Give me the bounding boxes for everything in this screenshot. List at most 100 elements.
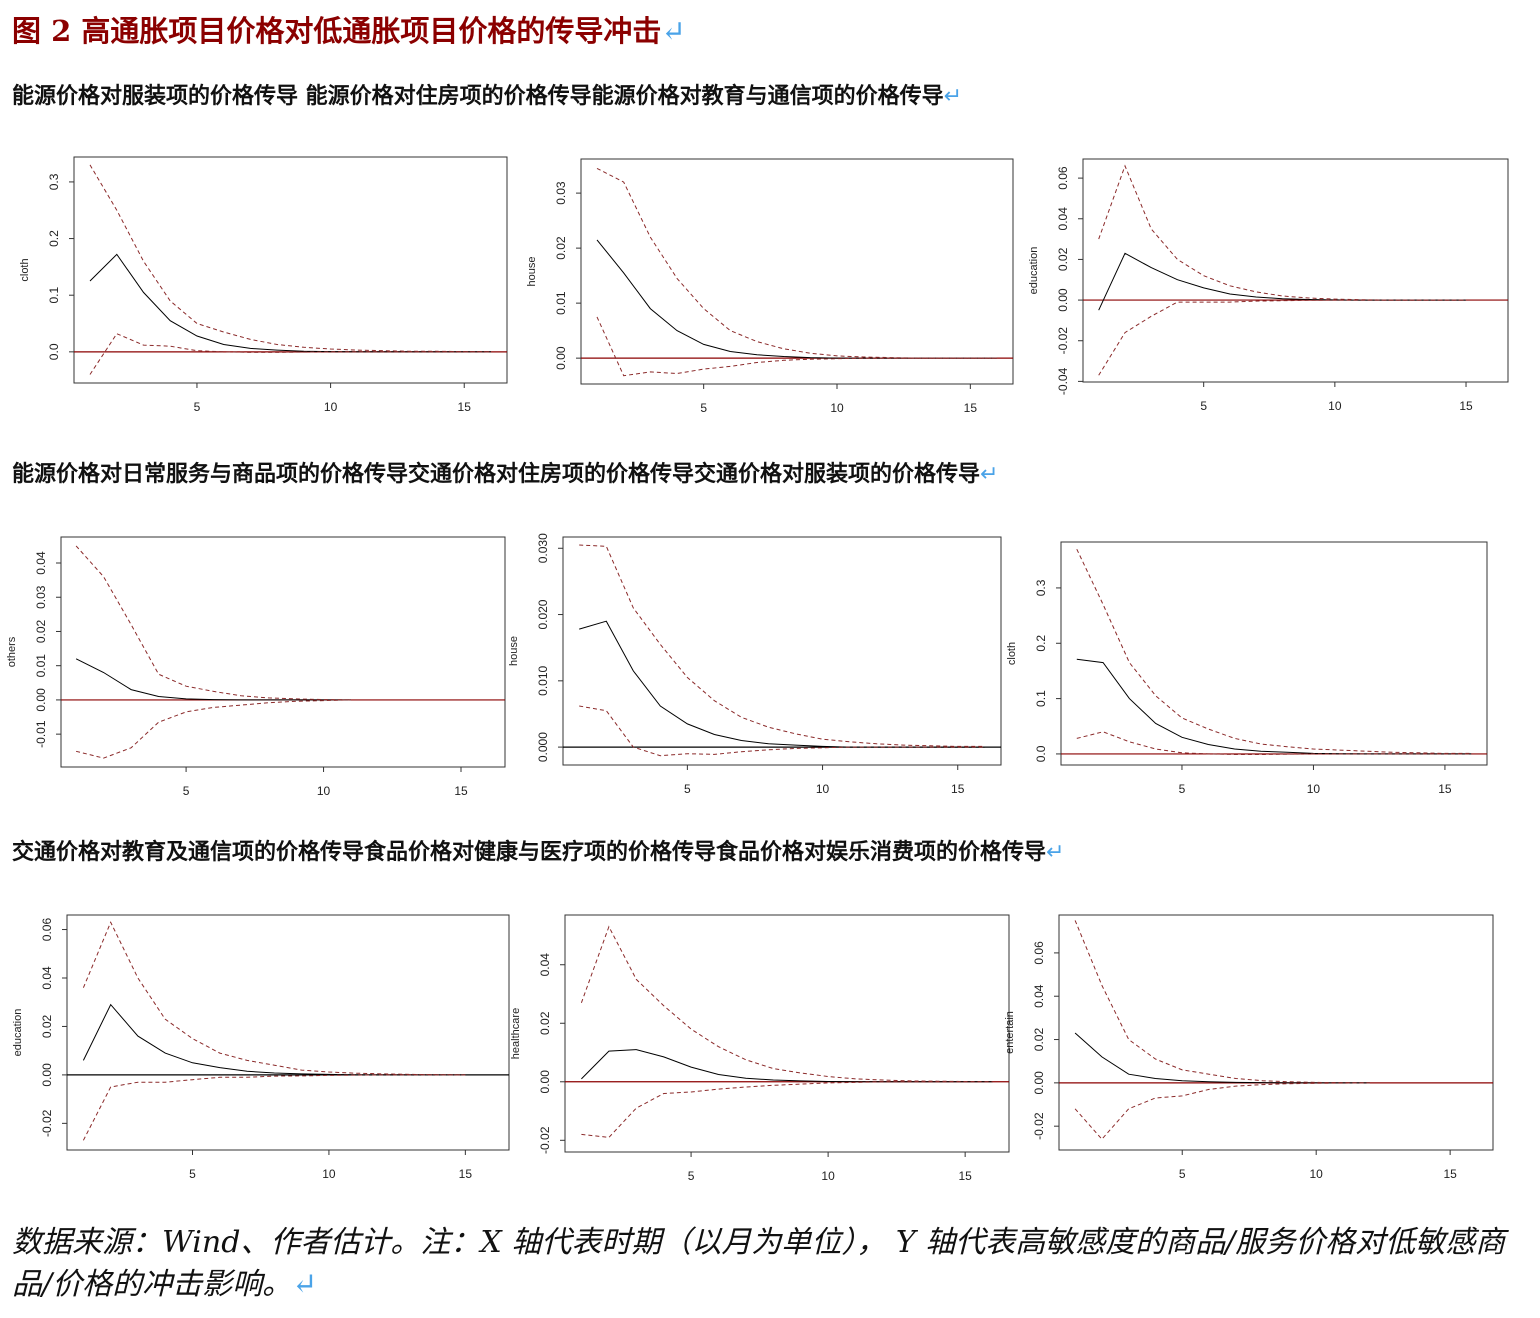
y-tick-label: 0.2 [1034, 635, 1048, 652]
y-tick-label: 0.00 [40, 1063, 54, 1087]
y-tick-label: 0.02 [1056, 247, 1070, 271]
x-tick-label: 15 [459, 1167, 473, 1181]
y-tick-label: 0.000 [536, 732, 550, 762]
x-tick-label: 15 [958, 1169, 972, 1183]
x-tick-label: 10 [317, 784, 331, 798]
x-tick-label: 15 [951, 782, 965, 796]
y-tick-label: 0.2 [47, 230, 61, 247]
y-tick-label: 0.04 [538, 953, 552, 977]
plot-frame [562, 536, 1002, 766]
y-tick-label: 0.01 [554, 291, 568, 315]
irf-line [75, 699, 352, 759]
y-tick-label: 0.03 [34, 585, 48, 609]
y-tick-label: 0.04 [40, 966, 54, 990]
source-note: 数据来源：Wind、作者估计。注：X 轴代表时期（以月为单位）， Y 轴代表高敏… [12, 1222, 1532, 1306]
irf-line [82, 921, 466, 1076]
y-tick-label: 0.06 [1032, 941, 1046, 965]
y-axis-label: cloth [19, 258, 31, 281]
y-tick-label: 0.02 [554, 236, 568, 260]
x-tick-label: 5 [684, 782, 691, 796]
y-tick-label: 0.1 [1034, 690, 1048, 707]
x-tick-label: 10 [322, 1167, 336, 1181]
irf-line [579, 705, 985, 757]
irf-line [82, 1074, 466, 1141]
y-tick-label: 0.02 [40, 1014, 54, 1038]
x-tick-label: 15 [1443, 1167, 1457, 1181]
y-tick-label: 0.030 [536, 533, 550, 563]
y-axis-label: education [1028, 247, 1040, 295]
x-tick-label: 5 [688, 1169, 695, 1183]
x-tick-label: 5 [1179, 782, 1186, 796]
charts: 5 10 15 0.0 0.1 0.2 0.3 cloth 5 10 15 0.00 0.01 0.02 0… [6, 156, 1509, 1183]
irf-line [1074, 1032, 1370, 1084]
y-tick-label: 0.00 [34, 688, 48, 712]
y-tick-label: 0.04 [1056, 207, 1070, 231]
irf-line [1076, 731, 1472, 755]
x-tick-label: 5 [183, 784, 190, 798]
plot-frame [60, 536, 506, 768]
y-tick-label: -0.04 [1056, 367, 1070, 395]
y-tick-label: 0.00 [1056, 288, 1070, 312]
plot-frame [1082, 158, 1509, 383]
irf-line [581, 1049, 993, 1083]
irf-line [579, 544, 985, 747]
irf-line [581, 1081, 993, 1138]
figure-title: 图 2 高通胀项目价格对低通胀项目价格的传导冲击 [12, 8, 686, 50]
y-tick-label: -0.02 [1032, 1112, 1046, 1140]
y-tick-label: -0.02 [1056, 327, 1070, 355]
plot-frame [580, 158, 1014, 385]
y-tick-label: 0.02 [538, 1011, 552, 1035]
x-tick-label: 10 [1310, 1167, 1324, 1181]
irf-line [596, 316, 997, 377]
plot-frame [66, 914, 510, 1151]
y-tick-label: 0.0 [47, 343, 61, 360]
y-tick-label: 0.00 [554, 346, 568, 370]
x-tick-label: 10 [821, 1169, 835, 1183]
irf-line [580, 925, 993, 1083]
irf-line [579, 620, 985, 748]
x-tick-label: 5 [189, 1167, 196, 1181]
y-tick-label: 0.00 [1032, 1071, 1046, 1095]
y-tick-label: 0.03 [554, 181, 568, 205]
x-tick-label: 5 [194, 400, 201, 414]
irf-line [596, 167, 997, 359]
y-tick-label: 0.0 [1034, 745, 1048, 762]
row-heading: 能源价格对服装项的价格传导 能源价格对住房项的价格传导能源价格对教育与通信项的价… [12, 78, 962, 110]
irf-line [596, 239, 997, 359]
y-tick-label: 0.04 [1032, 984, 1046, 1008]
y-tick-label: 0.1 [47, 287, 61, 304]
x-tick-label: 15 [458, 400, 472, 414]
irf-line [89, 333, 491, 375]
irf-line [75, 658, 351, 701]
irf-line [1074, 920, 1370, 1084]
y-tick-label: 0.3 [47, 173, 61, 190]
y-axis-label: others [6, 636, 18, 667]
x-tick-label: 15 [1459, 399, 1473, 413]
irf-line [1076, 658, 1472, 755]
irf-line [1074, 1082, 1370, 1140]
y-tick-label: 0.02 [34, 619, 48, 643]
plot-frame [1058, 914, 1494, 1151]
irf-line [1098, 299, 1466, 376]
y-tick-label: 0.3 [1034, 579, 1048, 596]
irf-line [1098, 252, 1466, 311]
y-tick-label: -0.01 [34, 720, 48, 748]
irf-line [89, 253, 491, 353]
x-tick-label: 15 [964, 401, 978, 415]
x-tick-label: 10 [816, 782, 830, 796]
y-tick-label: 0.01 [34, 654, 48, 678]
y-tick-label: 0.010 [536, 665, 550, 695]
irf-line [1076, 548, 1472, 754]
y-tick-label: 0.00 [538, 1070, 552, 1094]
x-tick-label: 10 [1328, 399, 1342, 413]
y-axis-label: cloth [1006, 642, 1018, 665]
irf-line [1098, 164, 1466, 301]
y-tick-label: 0.06 [40, 918, 54, 942]
x-tick-label: 5 [700, 401, 707, 415]
y-axis-label: house [508, 636, 520, 666]
x-tick-label: 15 [454, 784, 468, 798]
x-tick-label: 5 [1179, 1167, 1186, 1181]
x-tick-label: 10 [324, 400, 338, 414]
y-axis-label: entertain [1004, 1011, 1016, 1054]
